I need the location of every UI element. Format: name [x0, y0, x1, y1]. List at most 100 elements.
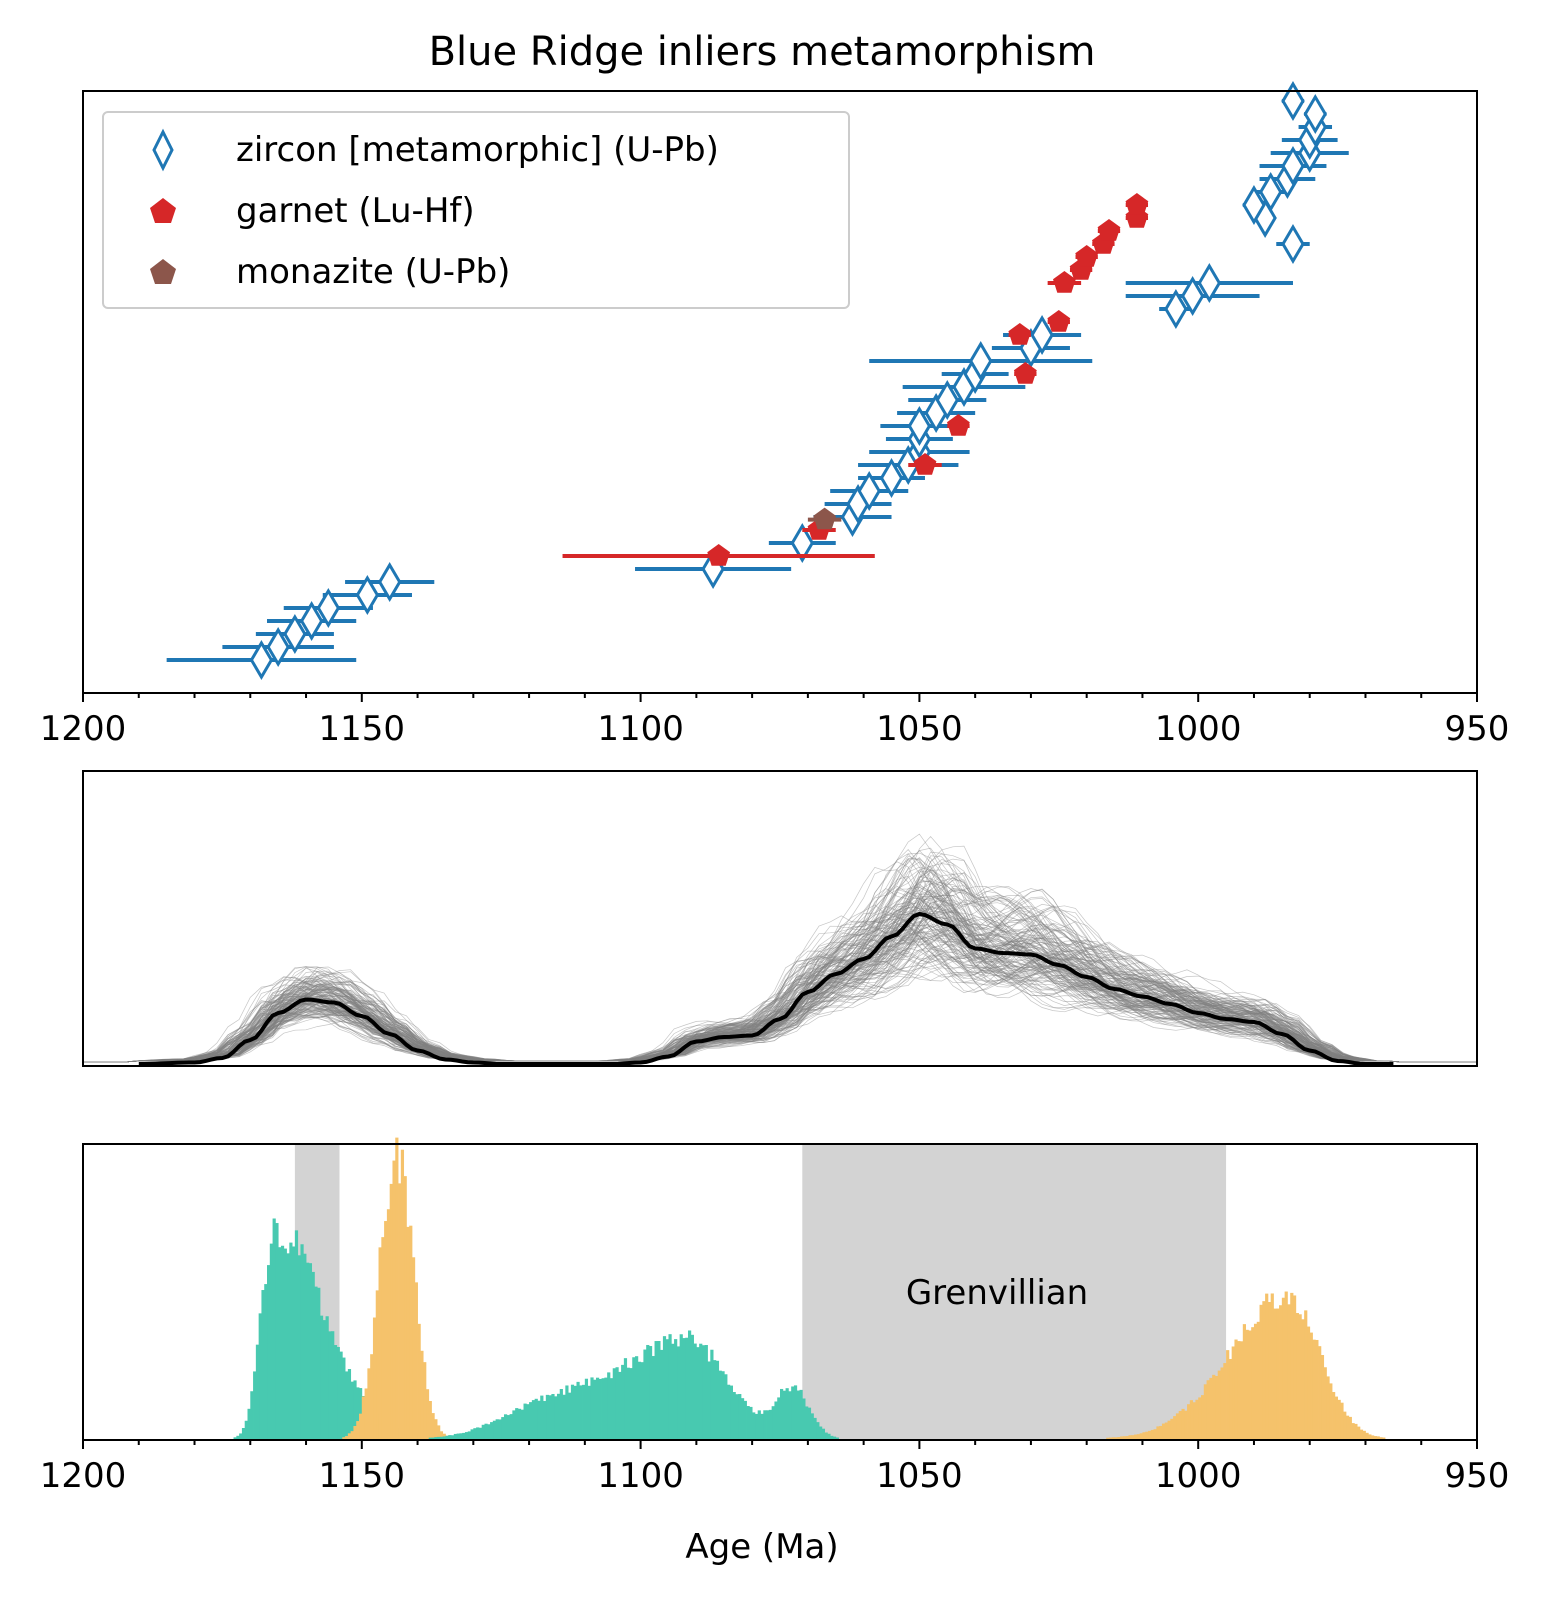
bootstrap-curve: [83, 903, 1477, 1063]
histogram-bar: [785, 1388, 789, 1439]
histogram-bar: [556, 1393, 561, 1439]
histogram-bar: [503, 1414, 508, 1439]
histogram-bar: [821, 1428, 826, 1439]
histogram-bar: [816, 1422, 820, 1439]
histogram-bar: [267, 1265, 271, 1439]
histogram-bar: [760, 1413, 764, 1439]
histogram-bar: [752, 1412, 756, 1439]
histogram-bar: [593, 1379, 597, 1439]
zircon-point: [1303, 94, 1328, 134]
legend-label-monazite: monazite (U-Pb): [236, 252, 510, 292]
bootstrap-curve: [83, 886, 1477, 1063]
histogram-bar: [289, 1242, 293, 1439]
bootstrap-curve: [83, 954, 1477, 1063]
histogram-bar: [280, 1245, 285, 1439]
series-monazite: [807, 507, 842, 530]
histogram-bar: [1379, 1437, 1383, 1439]
histogram-bar: [1122, 1436, 1127, 1439]
histogram-bar: [1203, 1384, 1207, 1439]
bootstrap-curve: [83, 905, 1477, 1063]
histogram-bar: [370, 1354, 374, 1439]
histogram-bar: [1267, 1302, 1272, 1439]
garnet-point: [913, 453, 937, 475]
histogram-bar: [623, 1358, 628, 1439]
bootstrap-curve: [83, 855, 1477, 1063]
histogram-bar: [236, 1435, 240, 1439]
histogram-bar: [1192, 1402, 1196, 1439]
legend-label-garnet: garnet (Lu-Hf): [236, 191, 475, 231]
garnet-point: [707, 544, 731, 566]
histogram-bar: [570, 1384, 575, 1439]
bootstrap-curve: [83, 953, 1477, 1063]
histogram-bar: [467, 1431, 471, 1439]
histogram-bar: [462, 1432, 466, 1439]
bootstrap-curve: [83, 853, 1477, 1063]
bootstrap-curve: [83, 886, 1477, 1063]
histogram-bar: [247, 1408, 251, 1439]
zircon-point: [1164, 289, 1188, 329]
histogram-bar: [1228, 1358, 1233, 1439]
histogram-bar: [1357, 1426, 1361, 1439]
histogram-bar: [411, 1257, 416, 1439]
histogram-bar: [1164, 1422, 1168, 1439]
histogram-bar: [253, 1371, 257, 1439]
histogram-bar: [520, 1409, 524, 1439]
histogram-bar: [1117, 1437, 1121, 1439]
histogram-bar: [568, 1392, 572, 1439]
histogram-bar: [819, 1426, 823, 1439]
histogram-bar: [1217, 1370, 1221, 1439]
histogram-bar: [300, 1244, 304, 1439]
histogram-bar: [643, 1349, 647, 1439]
histogram-bar: [1231, 1346, 1235, 1439]
histogram-bar: [782, 1390, 786, 1439]
bootstrap-curve: [83, 880, 1477, 1063]
histogram-bar: [1259, 1304, 1263, 1439]
histogram-bar: [317, 1287, 321, 1439]
histogram-bar: [361, 1396, 365, 1439]
zircon-point: [790, 523, 815, 563]
histogram-bar: [715, 1360, 720, 1439]
bootstrap-curve: [83, 949, 1477, 1063]
histogram-peak3: [428, 1330, 839, 1439]
histogram-bar: [1142, 1432, 1146, 1439]
histogram-bar: [1111, 1437, 1115, 1439]
bootstrap-curve: [83, 883, 1477, 1063]
bootstrap-curve: [83, 885, 1477, 1063]
x-tick-label: 1050: [876, 1456, 963, 1496]
mean-density-curve: [138, 911, 1394, 1066]
histogram-bar: [1108, 1437, 1113, 1439]
zircon-point: [1030, 315, 1054, 355]
zircon-point: [879, 458, 904, 498]
histogram-bar: [342, 1357, 346, 1439]
histogram-bar: [1323, 1367, 1327, 1439]
histogram-bar: [1354, 1423, 1358, 1439]
shaded-interval: [802, 1145, 1227, 1439]
histogram-bar: [805, 1406, 809, 1439]
histogram-bar: [1134, 1434, 1138, 1439]
garnet-point: [947, 414, 970, 436]
histogram-bar: [545, 1394, 549, 1439]
zircon-point: [1281, 81, 1305, 121]
histogram-bar: [601, 1378, 605, 1439]
histogram-bar: [342, 1437, 346, 1439]
histogram-bar: [1301, 1319, 1305, 1439]
x-tick-label: 1150: [319, 709, 406, 749]
histogram-bar: [1128, 1435, 1132, 1439]
histogram-bar: [799, 1389, 803, 1439]
bootstrap-curve: [83, 845, 1477, 1063]
histogram-bar: [1312, 1339, 1316, 1439]
histogram-bar: [791, 1386, 795, 1439]
histogram-bar: [1337, 1399, 1341, 1439]
histogram-bar: [347, 1369, 352, 1439]
histogram-bar: [793, 1385, 798, 1439]
histogram-bar: [241, 1428, 246, 1439]
bootstrap-curve: [83, 898, 1477, 1063]
histogram-bar: [345, 1371, 349, 1439]
zircon-point: [1281, 146, 1305, 186]
bootstrap-curve: [83, 885, 1477, 1063]
histogram-bar: [286, 1253, 290, 1439]
bootstrap-curve: [83, 885, 1477, 1063]
histogram-bar: [727, 1384, 731, 1439]
garnet-marker-icon: [150, 198, 176, 223]
histogram-bar: [629, 1368, 633, 1439]
